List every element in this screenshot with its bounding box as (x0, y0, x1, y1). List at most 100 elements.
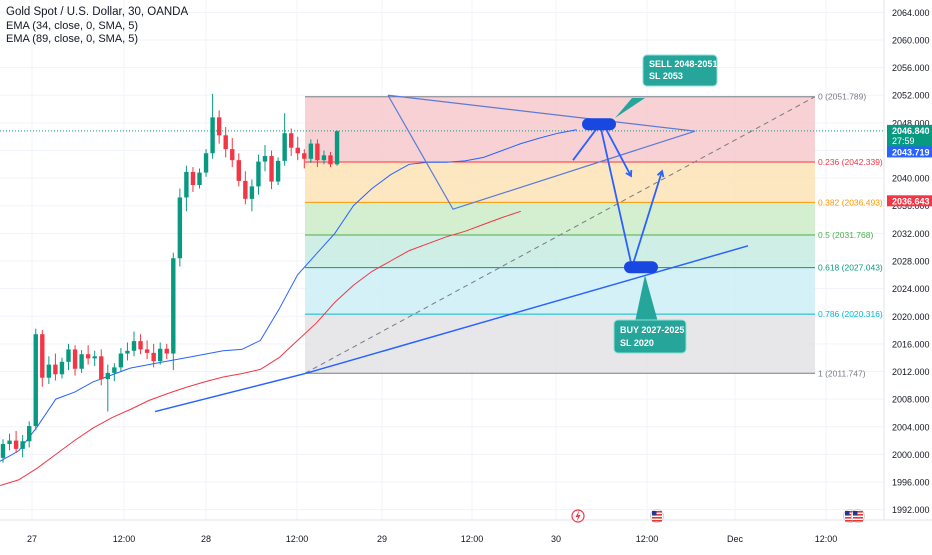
price-tick-label: 2064.000 (892, 8, 930, 18)
support-trendline-main[interactable] (304, 245, 749, 375)
candle-body[interactable] (112, 367, 117, 373)
flag-canton (652, 511, 657, 516)
candle-body[interactable] (125, 350, 130, 354)
candle-body[interactable] (53, 364, 58, 375)
candle-body[interactable] (46, 364, 52, 378)
candle-body[interactable] (131, 341, 137, 351)
candle-body[interactable] (328, 155, 333, 165)
time-tick-label: 28 (201, 534, 211, 544)
candle-body[interactable] (79, 354, 84, 369)
candle-body[interactable] (302, 153, 307, 159)
candle-body[interactable] (321, 155, 327, 161)
arrow-head-icon (656, 169, 665, 178)
candle-body[interactable] (289, 133, 294, 148)
price-tick-label: 2004.000 (892, 422, 930, 432)
time-tick-label: 12:00 (286, 534, 309, 544)
sell-zone-marker[interactable] (582, 118, 616, 131)
candle-body[interactable] (171, 258, 176, 354)
candle-body[interactable] (20, 441, 25, 449)
candle-body[interactable] (72, 349, 78, 369)
candle-body[interactable] (7, 440, 12, 445)
candle-body[interactable] (269, 156, 274, 182)
ema-89-line[interactable] (0, 210, 521, 486)
sell-callout-line-1: SELL 2048-2051 (649, 59, 717, 69)
candle-body[interactable] (151, 352, 156, 362)
candle-body[interactable] (118, 353, 124, 368)
candle-body[interactable] (295, 147, 300, 154)
candle-body[interactable] (59, 361, 65, 375)
fib-zone (305, 267, 815, 315)
flag-stripe (853, 514, 863, 516)
candle-body[interactable] (275, 160, 281, 182)
time-tick-label: 29 (377, 534, 387, 544)
lightning-glyph (575, 510, 581, 522)
arrow-head-icon (625, 170, 633, 178)
price-tick-label: 2028.000 (892, 257, 930, 267)
candle-body[interactable] (249, 186, 255, 199)
candle-body[interactable] (177, 197, 183, 259)
candle-body[interactable] (190, 171, 196, 186)
candle-body[interactable] (256, 161, 261, 187)
candle-body[interactable] (184, 171, 189, 198)
time-tick-label: 30 (551, 534, 561, 544)
candle-body[interactable] (210, 117, 215, 154)
price-tick-label: 2052.000 (892, 91, 930, 101)
support-trendline[interactable] (154, 372, 306, 413)
candle-body[interactable] (282, 133, 287, 161)
candle-body[interactable] (13, 440, 19, 449)
candle-body[interactable] (99, 356, 104, 380)
candle-body[interactable] (144, 349, 150, 353)
price-badge-value: 2036.643 (892, 196, 930, 206)
candle-body[interactable] (105, 372, 110, 380)
candle-body[interactable] (92, 356, 97, 359)
candle-body[interactable] (33, 334, 38, 427)
candle-body[interactable] (315, 143, 320, 161)
buy-callout-box[interactable] (613, 319, 687, 354)
candle-body[interactable] (334, 131, 340, 165)
flag-stripe (652, 517, 662, 519)
candle-body[interactable] (308, 143, 314, 159)
fib-zone (305, 96, 815, 162)
candle-body[interactable] (85, 354, 91, 359)
price-tick-label: 2040.000 (892, 174, 930, 184)
candle-body[interactable] (243, 180, 248, 199)
fib-trend-line[interactable] (304, 96, 816, 374)
sell-callout-box[interactable] (642, 54, 718, 87)
candle-body[interactable] (164, 348, 169, 354)
price-axis[interactable] (884, 0, 932, 550)
price-tick-label: 2024.000 (892, 284, 930, 294)
triangle-pattern[interactable] (387, 94, 696, 210)
sell-callout-line-2: SL 2053 (649, 71, 683, 81)
indicator-ema-89-label[interactable]: EMA (89, close, 0, SMA, 5) (6, 33, 139, 45)
price-tick-label: 1992.000 (892, 505, 930, 515)
candle-body[interactable] (197, 172, 202, 186)
candle-body[interactable] (40, 334, 45, 378)
price-tick-label: 2056.000 (892, 63, 930, 73)
candle-body[interactable] (138, 341, 143, 350)
candle-body[interactable] (158, 348, 163, 362)
candle-body[interactable] (262, 156, 268, 162)
ema-34-line[interactable] (0, 129, 577, 462)
flag-canton (853, 511, 858, 516)
price-badge-value: 2043.719 (892, 147, 930, 157)
buy-zone-marker[interactable] (624, 261, 658, 274)
flag-stripe (853, 520, 863, 522)
candle-body[interactable] (236, 160, 241, 181)
candle-body[interactable] (203, 153, 209, 173)
candle-body[interactable] (223, 135, 228, 150)
indicator-ema-34-label[interactable]: EMA (34, close, 0, SMA, 5) (6, 20, 139, 32)
fib-level-label: 1 (2011.747) (818, 368, 866, 378)
flag-stripe (853, 517, 863, 519)
candle-body[interactable] (230, 149, 235, 161)
price-badge (887, 124, 932, 147)
candle-body[interactable] (0, 444, 6, 458)
candle-body[interactable] (27, 426, 32, 442)
candle-body[interactable] (216, 117, 222, 136)
candle-body[interactable] (66, 349, 71, 362)
price-tick-label: 2016.000 (892, 339, 930, 349)
price-tick-label: 2012.000 (892, 367, 930, 377)
price-tick-label: 2032.000 (892, 229, 930, 239)
chart-title: Gold Spot / U.S. Dollar, 30, OANDA (6, 6, 189, 18)
